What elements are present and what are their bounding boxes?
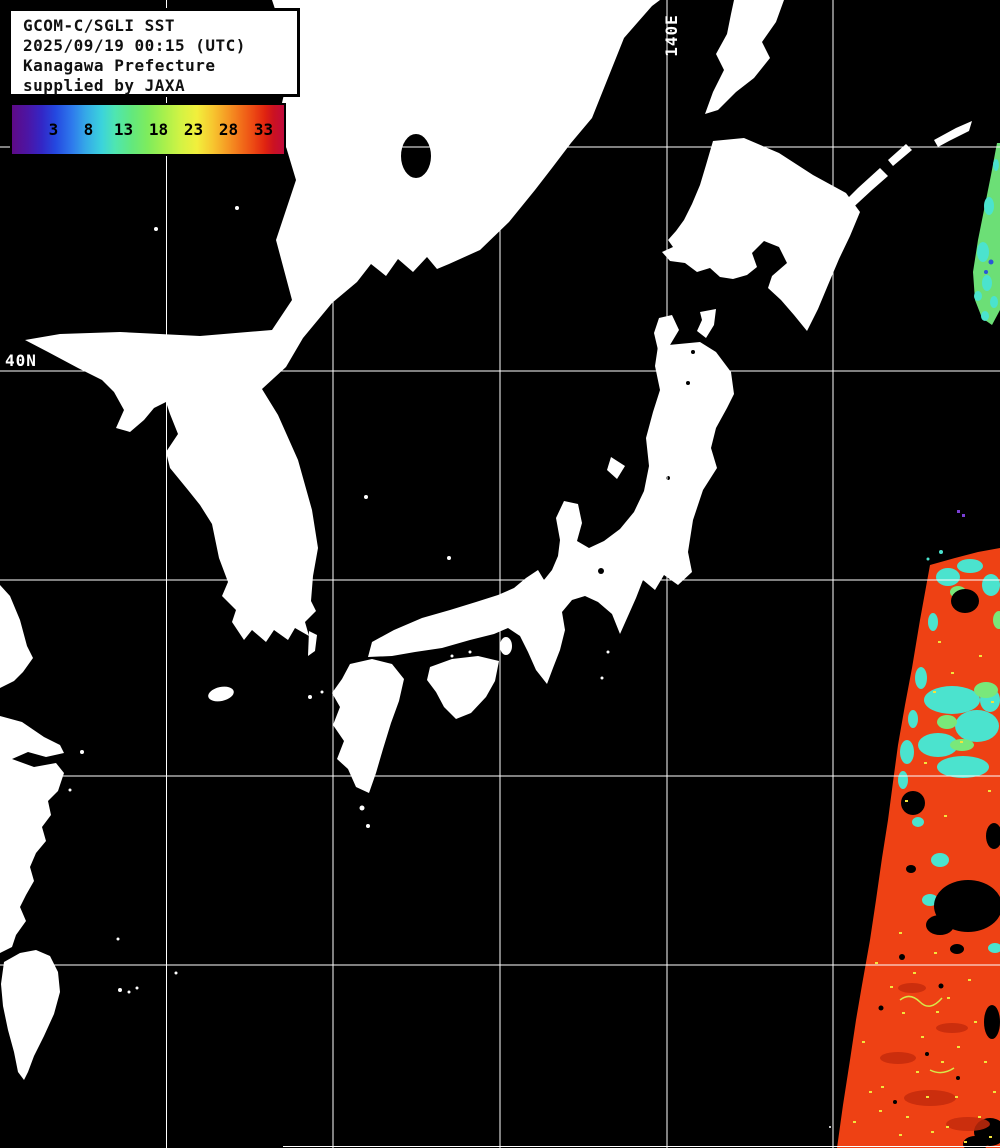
land-china-north <box>0 585 33 688</box>
land-awaji <box>500 637 512 655</box>
swath-yellow-speckles <box>853 641 996 1143</box>
land-jeju <box>208 686 234 702</box>
land-kyushu <box>332 659 404 793</box>
swath-dark-red-streaks <box>880 983 990 1131</box>
lake-biwa <box>598 568 604 574</box>
land-shimokita <box>697 309 716 338</box>
landmass-layer <box>0 0 972 1128</box>
land-hokkaido <box>662 138 860 331</box>
product-title: GCOM-C/SGLI SST <box>23 16 175 35</box>
colorbar-tick: 18 <box>148 120 169 139</box>
land-sado <box>607 457 625 479</box>
longitude-label-140e: 140E <box>661 13 681 57</box>
data-credit: supplied by JAXA <box>23 76 186 95</box>
colorbar-tick: 28 <box>218 120 239 139</box>
temperature-color-scale: 3 8 13 18 23 28 33 <box>10 103 286 156</box>
land-tsushima <box>308 631 317 656</box>
colorbar-tick: 8 <box>83 120 94 139</box>
sst-swath-lower <box>837 548 1000 1148</box>
lake-khanka <box>401 134 431 178</box>
land-mainland-asia <box>25 0 660 642</box>
land-honshu <box>368 342 734 684</box>
colorbar-tick: 13 <box>113 120 134 139</box>
colorbar-tick: 23 <box>183 120 204 139</box>
info-box: GCOM-C/SGLI SST 2025/09/19 00:15 (UTC) K… <box>8 8 300 97</box>
land-kuril-islands <box>840 168 888 214</box>
land-china-south <box>0 716 64 953</box>
sst-swath-upper <box>957 143 1000 517</box>
region-name: Kanagawa Prefecture <box>23 56 216 75</box>
land-sakhalin <box>705 0 784 114</box>
colorbar-tick: 33 <box>253 120 274 139</box>
swath-cloud-holes <box>878 589 1000 1148</box>
colorbar-tick: 3 <box>48 120 59 139</box>
land-shikoku <box>427 656 499 719</box>
observation-datetime: 2025/09/19 00:15 (UTC) <box>23 36 246 55</box>
latitude-label-40n: 40N <box>5 351 37 370</box>
land-taiwan <box>1 950 60 1080</box>
